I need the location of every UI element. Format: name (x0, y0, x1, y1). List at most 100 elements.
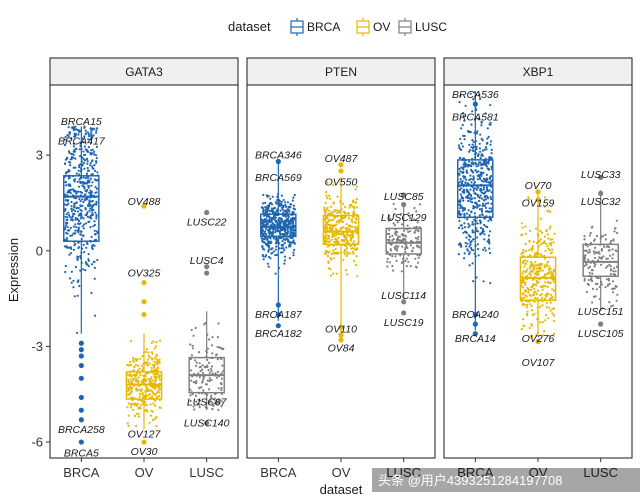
jitter-point (78, 166, 81, 169)
jitter-point (74, 210, 77, 213)
sample-label: OV325 (128, 268, 161, 280)
jitter-point (471, 139, 474, 142)
jitter-point (95, 179, 98, 182)
jitter-point (86, 160, 89, 163)
jitter-point (587, 278, 590, 282)
jitter-point (388, 217, 391, 220)
jitter-point (198, 399, 202, 402)
jitter-point (552, 275, 555, 278)
jitter-point (536, 251, 539, 254)
outlier-point (275, 311, 281, 318)
jitter-point (537, 270, 541, 273)
jitter-point (84, 129, 87, 132)
jitter-point (89, 226, 92, 229)
jitter-point (73, 202, 76, 205)
jitter-point (271, 203, 274, 206)
jitter-point (323, 212, 327, 215)
jitter-point (403, 234, 407, 237)
iqr-box-outline (322, 215, 360, 246)
jitter-point (201, 364, 204, 367)
jitter-point (77, 169, 80, 172)
jitter-point (413, 231, 416, 234)
jitter-point (481, 213, 484, 217)
jitter-point (331, 226, 334, 229)
jitter-point (158, 391, 161, 394)
jitter-point (191, 393, 194, 396)
jitter-point (74, 147, 77, 150)
jitter-point (195, 400, 198, 403)
jitter-point (414, 229, 417, 232)
jitter-point (74, 125, 77, 128)
jitter-point (587, 251, 590, 254)
jitter-point (205, 349, 208, 352)
jitter-point (71, 218, 74, 222)
jitter-point (326, 227, 329, 230)
jitter-point (69, 184, 72, 188)
jitter-point (156, 372, 159, 375)
jitter-point (471, 197, 474, 200)
jitter-point (330, 238, 333, 241)
jitter-point (524, 281, 527, 284)
jitter-point (522, 248, 525, 252)
jitter-point (525, 306, 529, 309)
jitter-point (473, 182, 476, 185)
jitter-point (331, 218, 334, 222)
jitter-point (135, 412, 138, 415)
jitter-point (467, 209, 470, 212)
jitter-point (92, 167, 95, 170)
y-axis-title: Expression (6, 238, 21, 302)
jitter-point (85, 222, 88, 225)
jitter-point (472, 175, 475, 178)
jitter-point (86, 188, 89, 191)
jitter-point (197, 372, 200, 375)
jitter-point (96, 127, 99, 130)
sample-label: BRCA569 (255, 172, 302, 184)
jitter-point (587, 258, 590, 261)
jitter-point (83, 145, 86, 148)
jitter-point (93, 223, 96, 227)
jitter-point (471, 143, 474, 146)
jitter-point (215, 376, 219, 379)
jitter-point (141, 368, 144, 371)
jitter-point (405, 243, 408, 247)
jitter-point (283, 262, 286, 265)
jitter-point (89, 191, 92, 194)
jitter-point (485, 186, 489, 189)
jitter-point (478, 196, 481, 199)
outlier-point (78, 375, 84, 381)
jitter-point (73, 295, 76, 298)
jitter-point (130, 378, 133, 381)
sample-label: LUSC22 (187, 217, 227, 229)
jitter-point (355, 198, 358, 201)
jitter-point (198, 362, 201, 365)
jitter-point (216, 336, 219, 339)
jitter-point (468, 150, 471, 153)
jitter-point (344, 248, 347, 251)
iqr-box-outline (188, 356, 225, 394)
jitter-point (352, 240, 356, 243)
jitter-point (534, 296, 537, 300)
jitter-point (541, 304, 544, 307)
jitter-point (583, 256, 586, 259)
jitter-point (549, 267, 552, 270)
jitter-point (67, 191, 70, 194)
jitter-point (551, 238, 554, 241)
jitter-point (594, 282, 598, 285)
iqr-box-outline (457, 159, 494, 218)
jitter-point (72, 279, 75, 282)
jitter-point (539, 229, 542, 232)
jitter-point (126, 406, 129, 409)
jitter-point (74, 229, 77, 232)
jitter-point (520, 222, 523, 225)
jitter-point (87, 220, 90, 223)
jitter-point (589, 242, 593, 245)
jitter-point (473, 231, 476, 234)
jitter-point (333, 237, 337, 241)
jitter-point (71, 126, 74, 130)
jitter-point (288, 243, 291, 246)
jitter-point (355, 255, 358, 258)
jitter-point (129, 373, 132, 376)
jitter-point (473, 212, 476, 215)
jitter-point (145, 404, 148, 407)
jitter-point (349, 235, 352, 238)
